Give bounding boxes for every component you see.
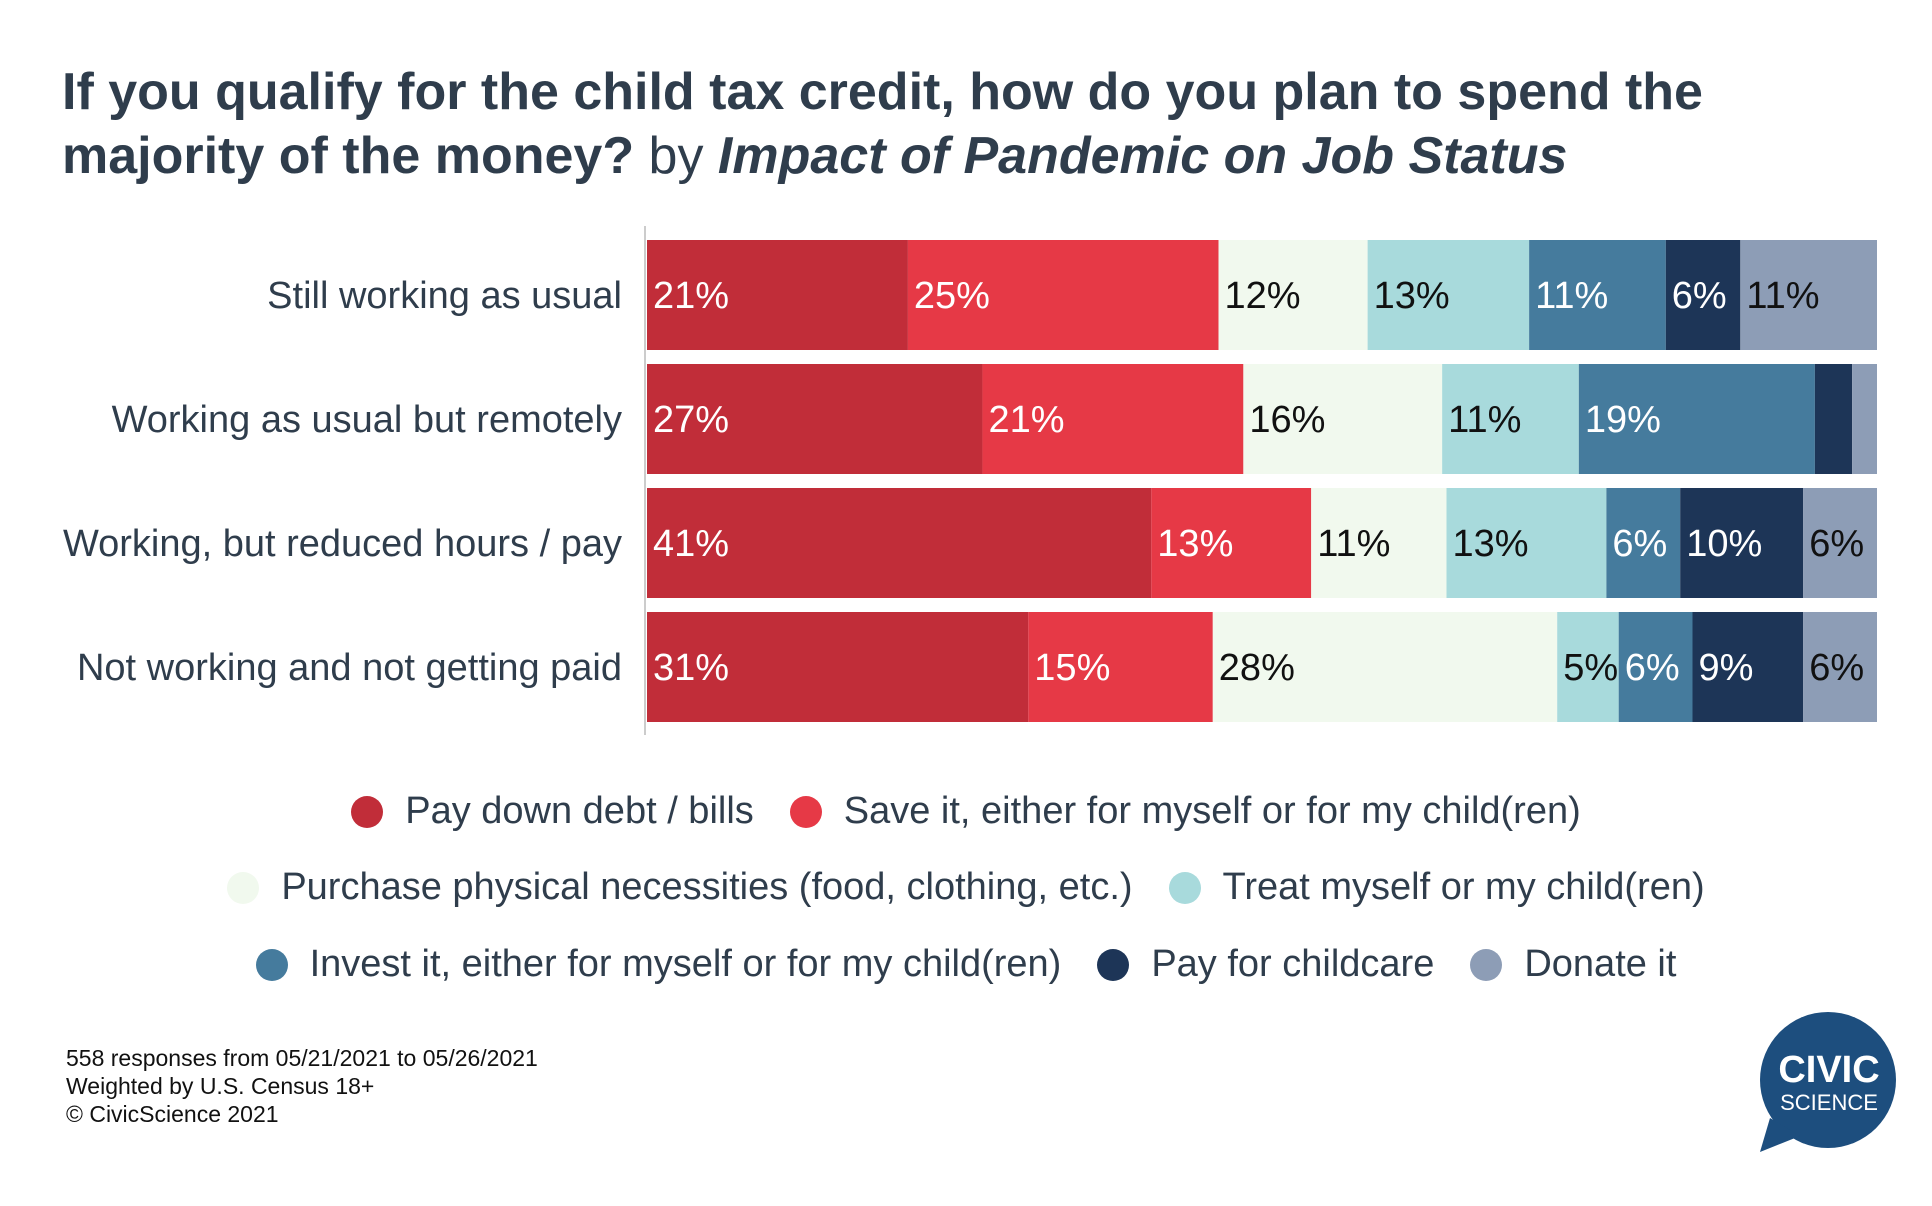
- legend-label: Pay for childcare: [1151, 943, 1435, 985]
- bar-segment: [1529, 240, 1666, 350]
- data-label: 11%: [1746, 275, 1819, 317]
- legend-swatch: [255, 948, 288, 981]
- bar-segment: [1442, 364, 1579, 474]
- legend-item: Invest it, either for myself or for my c…: [255, 943, 1062, 986]
- bar-segment: [1692, 612, 1804, 722]
- legend-swatch: [227, 871, 260, 904]
- title-by: by: [648, 127, 704, 185]
- category-label: Not working and not getting paid: [77, 647, 622, 689]
- data-label: 27%: [653, 399, 729, 441]
- data-label: 6%: [1625, 647, 1680, 689]
- legend-item: Pay down debt / bills: [351, 790, 754, 833]
- legend-item: Pay for childcare: [1097, 943, 1434, 986]
- footer-copyright: © CivicScience 2021: [66, 1101, 279, 1127]
- bar-segment: [1814, 364, 1853, 474]
- data-label: 28%: [1219, 647, 1295, 689]
- chart-title: If you qualify for the child tax credit,…: [62, 60, 1862, 188]
- bar-segment: [1852, 364, 1877, 474]
- data-label: 12%: [1225, 275, 1301, 317]
- title-question: If you qualify for the child tax credit,…: [62, 63, 1703, 185]
- legend-swatch: [789, 795, 822, 828]
- bar-segment: [1218, 240, 1368, 350]
- bar-segment: [1606, 488, 1681, 598]
- bar-segment: [1243, 364, 1443, 474]
- legend-label: Invest it, either for myself or for my c…: [309, 943, 1062, 985]
- category-label: Working as usual but remotely: [112, 399, 622, 441]
- legend-swatch: [1168, 871, 1201, 904]
- data-label: 15%: [1034, 647, 1110, 689]
- data-label: 6%: [1809, 647, 1864, 689]
- legend-item: Save it, either for myself or for my chi…: [789, 790, 1581, 833]
- footer-responses: 558 responses from 05/21/2021 to 05/26/2…: [66, 1045, 538, 1071]
- data-label: 21%: [653, 275, 729, 317]
- legend-item: Purchase physical necessities (food, clo…: [227, 866, 1133, 909]
- data-label: 10%: [1686, 523, 1762, 565]
- title-dimension: Impact of Pandemic on Job Status: [717, 127, 1568, 185]
- footer-weighting: Weighted by U.S. Census 18+: [66, 1073, 375, 1099]
- legend-swatch: [351, 795, 384, 828]
- bar-segment: [647, 612, 1029, 722]
- data-label: 16%: [1249, 399, 1325, 441]
- data-label: 31%: [653, 647, 729, 689]
- data-label: 13%: [1453, 523, 1529, 565]
- bar-segment: [1028, 612, 1213, 722]
- bar-segment: [647, 488, 1152, 598]
- bar-segment: [1367, 240, 1530, 350]
- bar-segment: [1803, 488, 1877, 598]
- bar-segment: [1212, 612, 1558, 722]
- bar-segment: [1680, 488, 1804, 598]
- data-label: 9%: [1699, 647, 1754, 689]
- data-label: 6%: [1612, 523, 1667, 565]
- data-label: 13%: [1374, 275, 1450, 317]
- legend-item: Donate it: [1470, 943, 1676, 986]
- legend-label: Save it, either for myself or for my chi…: [843, 790, 1581, 832]
- footer-notes: 558 responses from 05/21/2021 to 05/26/2…: [66, 1044, 538, 1128]
- bar-segment: [1557, 612, 1619, 722]
- legend-label: Purchase physical necessities (food, clo…: [281, 866, 1133, 908]
- bar-segment: [1311, 488, 1447, 598]
- bar-segment: [1578, 364, 1815, 474]
- data-label: 13%: [1157, 523, 1233, 565]
- data-label: 25%: [914, 275, 990, 317]
- bar-segment: [1446, 488, 1607, 598]
- stacked-bar-chart: Still working as usual 21% 25% 12% 13% 11% 6% 1…: [63, 226, 1877, 735]
- data-label: 11%: [1448, 399, 1521, 441]
- data-label: 21%: [988, 399, 1064, 441]
- bar-segment: [647, 364, 983, 474]
- bar-segment: [907, 240, 1219, 350]
- data-label: 5%: [1563, 647, 1618, 689]
- logo-text-science: SCIENCE: [1780, 1090, 1878, 1115]
- bar-segment: [1803, 612, 1877, 722]
- legend-swatch: [1097, 948, 1130, 981]
- legend-row-3: Invest it, either for myself or for my c…: [0, 943, 1932, 986]
- civicscience-logo: CIVIC SCIENCE: [1760, 1012, 1896, 1152]
- data-label: 6%: [1672, 275, 1727, 317]
- bar-segment: [982, 364, 1244, 474]
- bar-segment: [1618, 612, 1693, 722]
- bar-segment: [647, 240, 908, 350]
- data-label: 19%: [1585, 399, 1661, 441]
- category-label: Working, but reduced hours / pay: [63, 523, 622, 565]
- data-label: 11%: [1535, 275, 1608, 317]
- bar-segment: [1740, 240, 1877, 350]
- legend-item: Treat myself or my child(ren): [1168, 866, 1705, 909]
- legend-label: Treat myself or my child(ren): [1222, 866, 1705, 908]
- category-label: Still working as usual: [267, 275, 622, 317]
- legend-swatch: [1470, 948, 1503, 981]
- data-label: 41%: [653, 523, 729, 565]
- data-label: 6%: [1809, 523, 1864, 565]
- legend-row-1: Pay down debt / bills Save it, either for…: [0, 790, 1932, 833]
- bar-segment: [1665, 240, 1741, 350]
- legend-label: Donate it: [1524, 943, 1677, 985]
- legend-label: Pay down debt / bills: [405, 790, 754, 832]
- data-label: 11%: [1317, 523, 1390, 565]
- logo-text-civic: CIVIC: [1778, 1049, 1879, 1091]
- bar-segment: [1151, 488, 1312, 598]
- legend-row-2: Purchase physical necessities (food, clo…: [0, 866, 1932, 909]
